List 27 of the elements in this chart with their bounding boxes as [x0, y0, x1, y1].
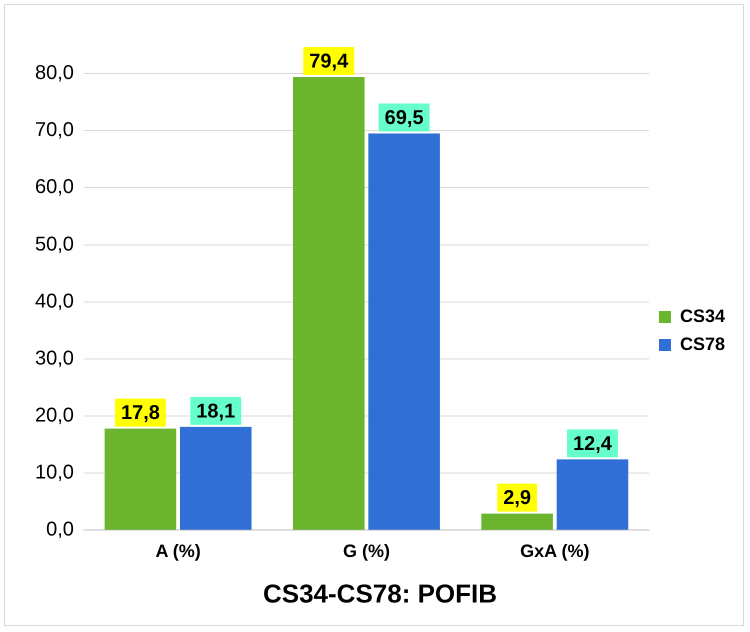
- y-tick-label: 40,0: [34, 290, 74, 312]
- data-label: 12,4: [573, 432, 613, 455]
- bar: [556, 459, 628, 530]
- data-label: 79,4: [309, 50, 350, 72]
- y-tick-label: 10,0: [34, 462, 74, 484]
- x-tick-label: A (%): [155, 540, 201, 561]
- y-tick-label: 20,0: [34, 404, 74, 427]
- data-label: 18,1: [196, 400, 236, 422]
- bar: [481, 514, 553, 530]
- x-tick-label: G (%): [342, 540, 390, 561]
- bar: [104, 428, 176, 530]
- y-tick-label: 30,0: [34, 347, 74, 370]
- text: CS34-CS78: POFIB: [262, 578, 498, 609]
- y-tick-label: 50,0: [34, 233, 74, 256]
- y-tick-label: 70,0: [34, 119, 74, 142]
- data-label: 17,8: [120, 402, 160, 424]
- y-tick-label: 0,0: [46, 518, 74, 541]
- y-tick-label: 80,0: [34, 62, 74, 84]
- bar: [292, 76, 365, 530]
- x-tick-label: GxA (%): [520, 540, 590, 561]
- legend-label: CS78: [680, 334, 726, 354]
- y-tick-label: 60,0: [34, 176, 74, 198]
- data-label: 2,9: [503, 487, 532, 510]
- data-label: 69,5: [384, 106, 424, 129]
- bar: [368, 133, 440, 530]
- bar: [180, 426, 252, 530]
- legend-label: CS34: [680, 306, 726, 326]
